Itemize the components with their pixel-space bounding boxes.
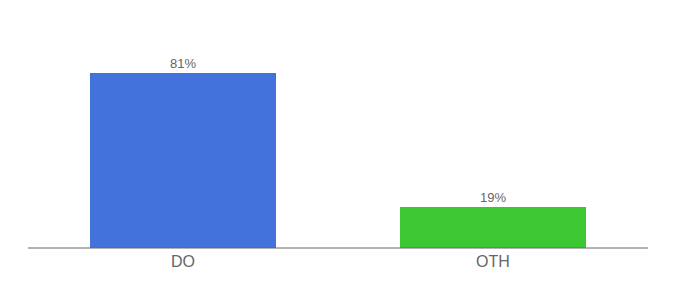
- svg-text:DO: DO: [171, 253, 195, 270]
- svg-text:81%: 81%: [170, 56, 196, 71]
- svg-text:OTH: OTH: [476, 253, 510, 270]
- svg-text:19%: 19%: [480, 190, 506, 205]
